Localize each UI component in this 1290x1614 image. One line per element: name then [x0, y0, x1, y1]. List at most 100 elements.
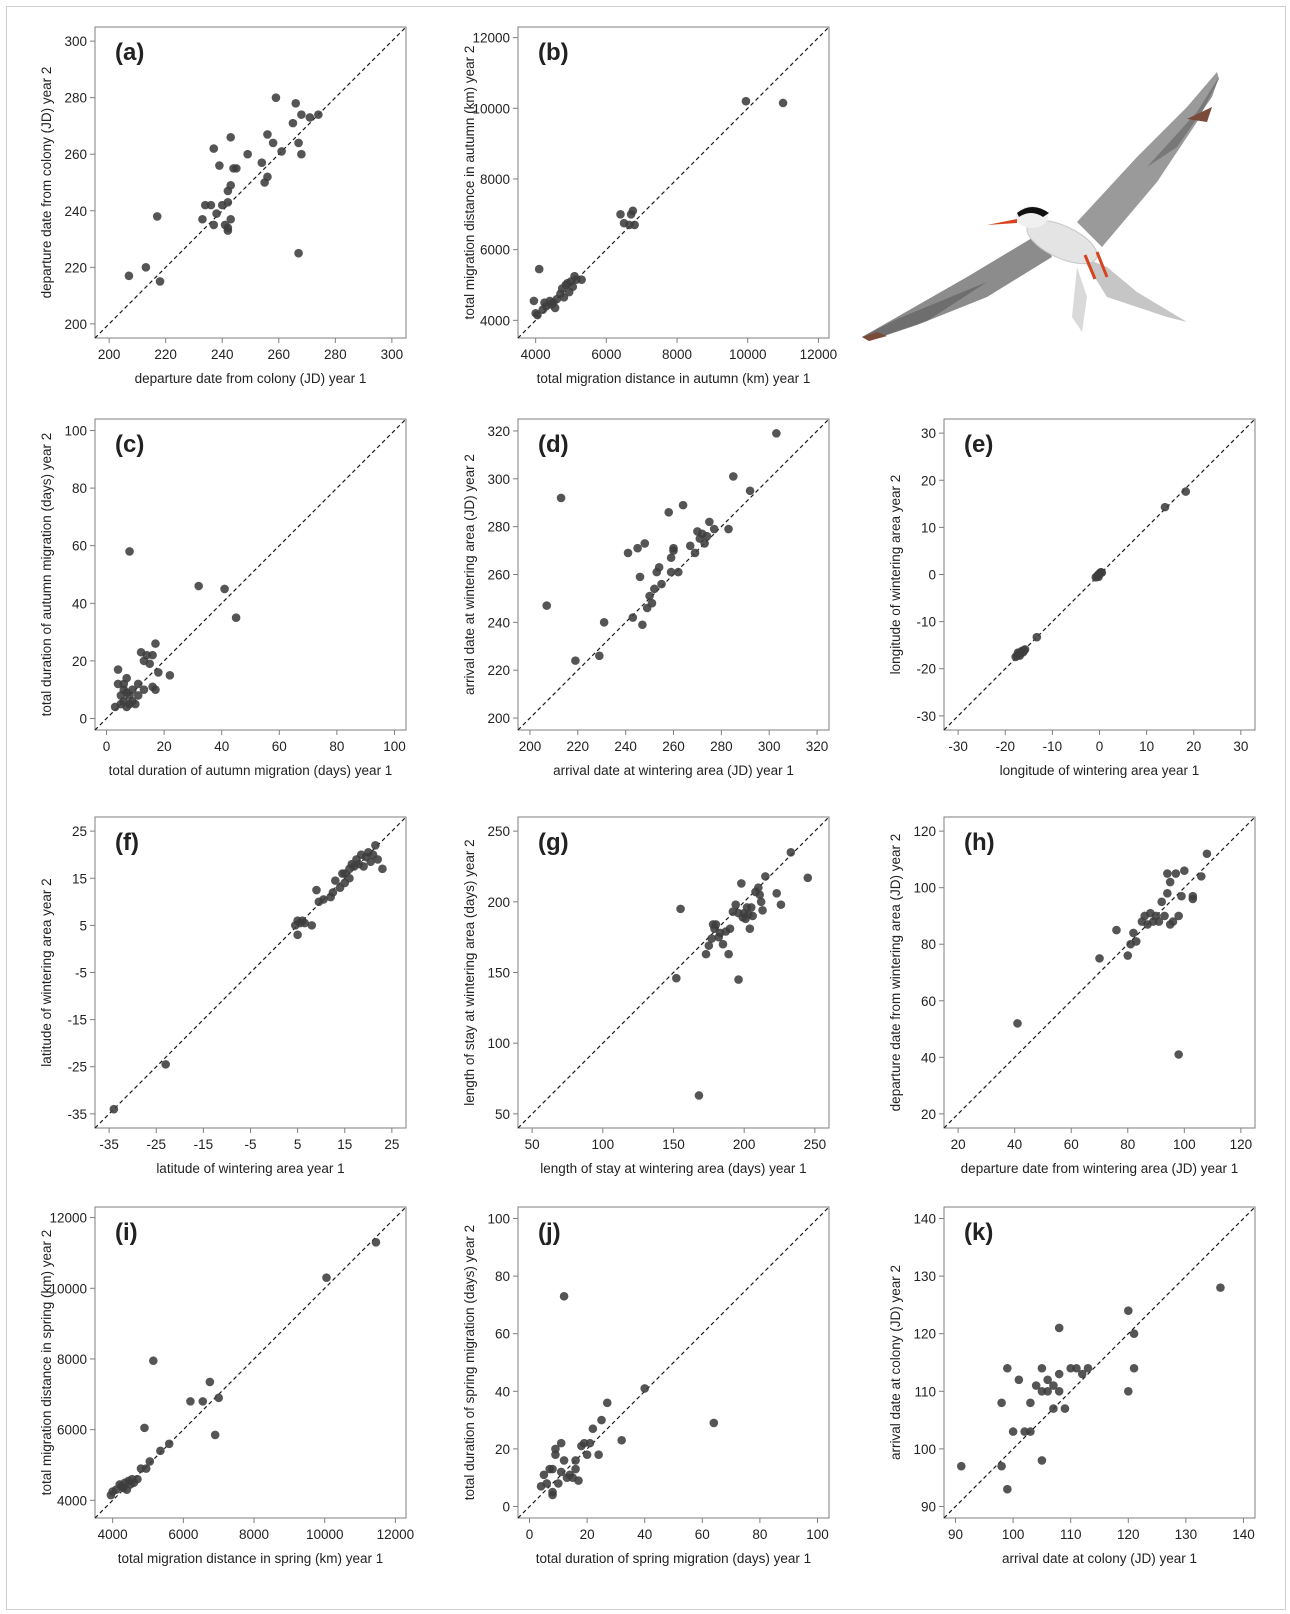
data-point — [113, 665, 123, 674]
y-tick-label: 200 — [487, 711, 510, 726]
y-tick-label: 220 — [487, 663, 510, 678]
x-axis-label: departure date from wintering area (JD) … — [961, 1161, 1239, 1176]
data-point — [746, 903, 756, 912]
data-point — [186, 1397, 195, 1406]
data-point — [702, 531, 712, 541]
data-point — [1168, 917, 1178, 926]
data-point — [223, 197, 233, 207]
y-tick-label: 80 — [72, 481, 87, 496]
data-point — [277, 147, 286, 156]
data-point — [1163, 889, 1172, 898]
x-tick-label: -25 — [146, 1137, 166, 1152]
y-tick-label: 60 — [921, 994, 936, 1009]
y-tick-label: 300 — [64, 34, 87, 49]
x-tick-label: 4000 — [98, 1527, 128, 1542]
data-point — [122, 673, 131, 683]
data-point — [307, 921, 317, 930]
data-point — [1013, 648, 1023, 658]
data-point — [616, 210, 625, 219]
data-point — [209, 144, 219, 153]
x-tick-label: 20 — [951, 1137, 966, 1152]
data-point — [542, 601, 552, 610]
data-point — [1049, 1404, 1058, 1413]
data-point — [1013, 1019, 1022, 1028]
data-point — [1163, 869, 1172, 878]
y-tick-label: 5 — [79, 918, 87, 933]
panel-letter: (k) — [964, 1219, 993, 1246]
data-point — [718, 939, 728, 949]
data-point — [666, 567, 676, 577]
panel-j: 0 20 40 60 80 100 0 20 40 60 80 100 total duration o… — [462, 1206, 830, 1566]
data-point — [331, 876, 340, 885]
panel-letter: (d) — [538, 431, 569, 458]
x-axis-label: departure date from colony (JD) year 1 — [135, 371, 367, 386]
data-point — [595, 651, 604, 661]
panel-letter: (f) — [115, 829, 139, 856]
tern-photo — [862, 72, 1219, 341]
data-point — [1165, 877, 1175, 887]
data-point — [1054, 1323, 1064, 1333]
x-tick-label: 260 — [268, 347, 291, 362]
identity-line — [517, 816, 830, 1129]
x-tick-label: 200 — [98, 347, 121, 362]
data-point — [628, 613, 638, 622]
data-point — [215, 161, 224, 170]
data-point — [145, 1457, 155, 1466]
data-point — [1123, 1306, 1133, 1315]
data-point — [551, 1444, 560, 1454]
identity-line — [94, 418, 407, 731]
data-point — [1043, 1386, 1052, 1396]
data-point — [778, 98, 788, 108]
y-tick-label: 150 — [487, 966, 510, 981]
y-axis-label: length of stay at wintering area (days) … — [462, 839, 477, 1105]
data-point — [220, 584, 229, 594]
data-point — [1180, 866, 1189, 876]
x-tick-label: 90 — [948, 1527, 963, 1542]
data-point — [1171, 869, 1181, 878]
y-tick-label: 200 — [64, 317, 87, 332]
data-point — [664, 508, 674, 517]
data-point — [133, 679, 143, 689]
plot-frame — [943, 1206, 1256, 1519]
data-point — [640, 539, 650, 548]
x-tick-label: 12000 — [377, 1527, 415, 1542]
y-tick-label: 40 — [921, 1050, 936, 1065]
x-axis-label: total duration of spring migration (days… — [536, 1551, 811, 1566]
y-tick-label: 240 — [487, 615, 510, 630]
data-point — [161, 1060, 170, 1069]
x-tick-label: 100 — [383, 739, 406, 754]
x-tick-label: 300 — [381, 347, 404, 362]
x-tick-label: 0 — [103, 739, 111, 754]
y-tick-label: 220 — [64, 260, 87, 275]
y-axis-label: total duration of autumn migration (days… — [39, 433, 54, 717]
data-point — [556, 1467, 566, 1477]
data-point — [293, 930, 302, 940]
y-tick-label: 40 — [72, 596, 87, 611]
data-point — [1031, 1381, 1041, 1390]
data-point — [149, 1356, 158, 1366]
data-point — [1129, 1363, 1139, 1373]
data-point — [559, 1291, 569, 1301]
data-point — [602, 1398, 612, 1408]
x-axis-label: longitude of wintering area year 1 — [1000, 763, 1200, 778]
data-point — [617, 1435, 626, 1445]
x-tick-label: 10000 — [729, 347, 767, 362]
plot-frame — [94, 1206, 407, 1519]
x-tick-label: 10 — [1139, 739, 1154, 754]
y-tick-label: 10 — [921, 520, 936, 535]
data-point — [1049, 1381, 1058, 1390]
x-tick-label: 100 — [592, 1137, 615, 1152]
data-point — [164, 1439, 174, 1449]
panel-letter: (e) — [964, 431, 993, 458]
x-tick-label: 60 — [695, 1527, 710, 1542]
y-tick-label: 280 — [64, 91, 87, 106]
panel-c: 0 20 40 60 80 100 0 20 40 60 80 100 total duration o… — [39, 418, 407, 778]
x-tick-label: 250 — [804, 1137, 827, 1152]
x-tick-label: -5 — [244, 1137, 256, 1152]
data-point — [741, 96, 751, 106]
y-tick-label: 240 — [64, 204, 87, 219]
y-tick-label: 110 — [914, 1384, 936, 1399]
y-tick-label: 120 — [913, 824, 936, 839]
plot-frame — [943, 816, 1256, 1129]
data-point — [633, 543, 642, 553]
